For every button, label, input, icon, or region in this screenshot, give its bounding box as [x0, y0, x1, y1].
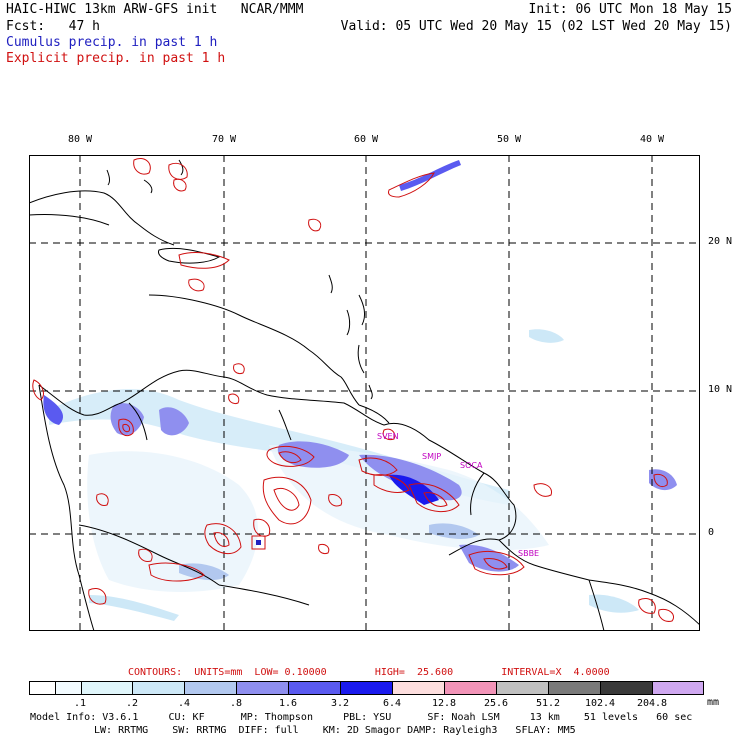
colorbar-cell — [29, 681, 56, 695]
colorbar-label: 51.2 — [535, 698, 561, 709]
station-label-smjp: SMJP — [422, 452, 441, 461]
colorbar-label: 3.2 — [330, 698, 350, 709]
lat-lon-grid — [29, 155, 700, 631]
colorbar-label: .2 — [125, 698, 139, 709]
colorbar-label: 204.8 — [636, 698, 668, 709]
precip-map: SVEN SMJP SOCA SBBE — [29, 155, 700, 631]
plot-title: HAIC-HIWC 13km ARW-GFS init NCAR/MMM — [6, 2, 304, 17]
colorbar-label: 6.4 — [382, 698, 402, 709]
colorbar-label: 12.8 — [431, 698, 457, 709]
station-label-sven: SVEN — [377, 432, 399, 441]
colorbar-cell — [236, 681, 289, 695]
colorbar-unit: mm — [707, 697, 720, 708]
explicit-precip-label: Explicit precip. in past 1 h — [6, 51, 226, 66]
model-info-line2: LW: RRTMG SW: RRTMG DIFF: full KM: 2D Sm… — [94, 725, 576, 736]
contours-legend: CONTOURS: UNITS=mm LOW= 0.10000 HIGH= 25… — [128, 667, 610, 678]
lon-label-60w: 60 W — [353, 134, 379, 145]
lon-label-40w: 40 W — [639, 134, 665, 145]
colorbar-cell — [496, 681, 549, 695]
colorbar-label: 102.4 — [584, 698, 616, 709]
precip-colorbar — [29, 681, 704, 695]
lat-label-20n: 20 N — [708, 236, 733, 247]
lon-label-50w: 50 W — [496, 134, 522, 145]
colorbar-cell — [288, 681, 341, 695]
colorbar-cell — [600, 681, 653, 695]
model-info-line1: Model Info: V3.6.1 CU: KF MP: Thompson P… — [30, 712, 693, 723]
lon-label-70w: 70 W — [211, 134, 237, 145]
colorbar-cell — [392, 681, 445, 695]
station-marker-core — [256, 540, 261, 545]
lat-label-10n: 10 N — [708, 384, 733, 395]
forecast-hour: Fcst: 47 h — [6, 19, 100, 34]
colorbar-cell — [444, 681, 497, 695]
colorbar-cell — [55, 681, 82, 695]
valid-time: Valid: 05 UTC Wed 20 May 15 (02 LST Wed … — [340, 19, 732, 34]
explicit-precip-contours — [32, 158, 674, 622]
colorbar-label: .8 — [229, 698, 243, 709]
station-marker — [251, 535, 266, 550]
colorbar-cell — [652, 681, 704, 695]
colorbar-cell — [81, 681, 133, 695]
colorbar-label: .4 — [177, 698, 191, 709]
cumulus-precip-label: Cumulus precip. in past 1 h — [6, 35, 218, 50]
colorbar-cell — [184, 681, 237, 695]
init-time: Init: 06 UTC Mon 18 May 15 — [528, 2, 733, 17]
station-label-sbbe: SBBE — [518, 549, 539, 558]
coastlines — [29, 159, 700, 631]
colorbar-cell — [548, 681, 601, 695]
colorbar-cell — [132, 681, 185, 695]
lat-label-0: 0 — [708, 527, 715, 538]
lon-label-80w: 80 W — [67, 134, 93, 145]
colorbar-label: 1.6 — [278, 698, 298, 709]
colorbar-label: .1 — [73, 698, 87, 709]
station-label-soca: SOCA — [460, 461, 483, 470]
colorbar-label: 25.6 — [483, 698, 509, 709]
colorbar-cell — [340, 681, 393, 695]
